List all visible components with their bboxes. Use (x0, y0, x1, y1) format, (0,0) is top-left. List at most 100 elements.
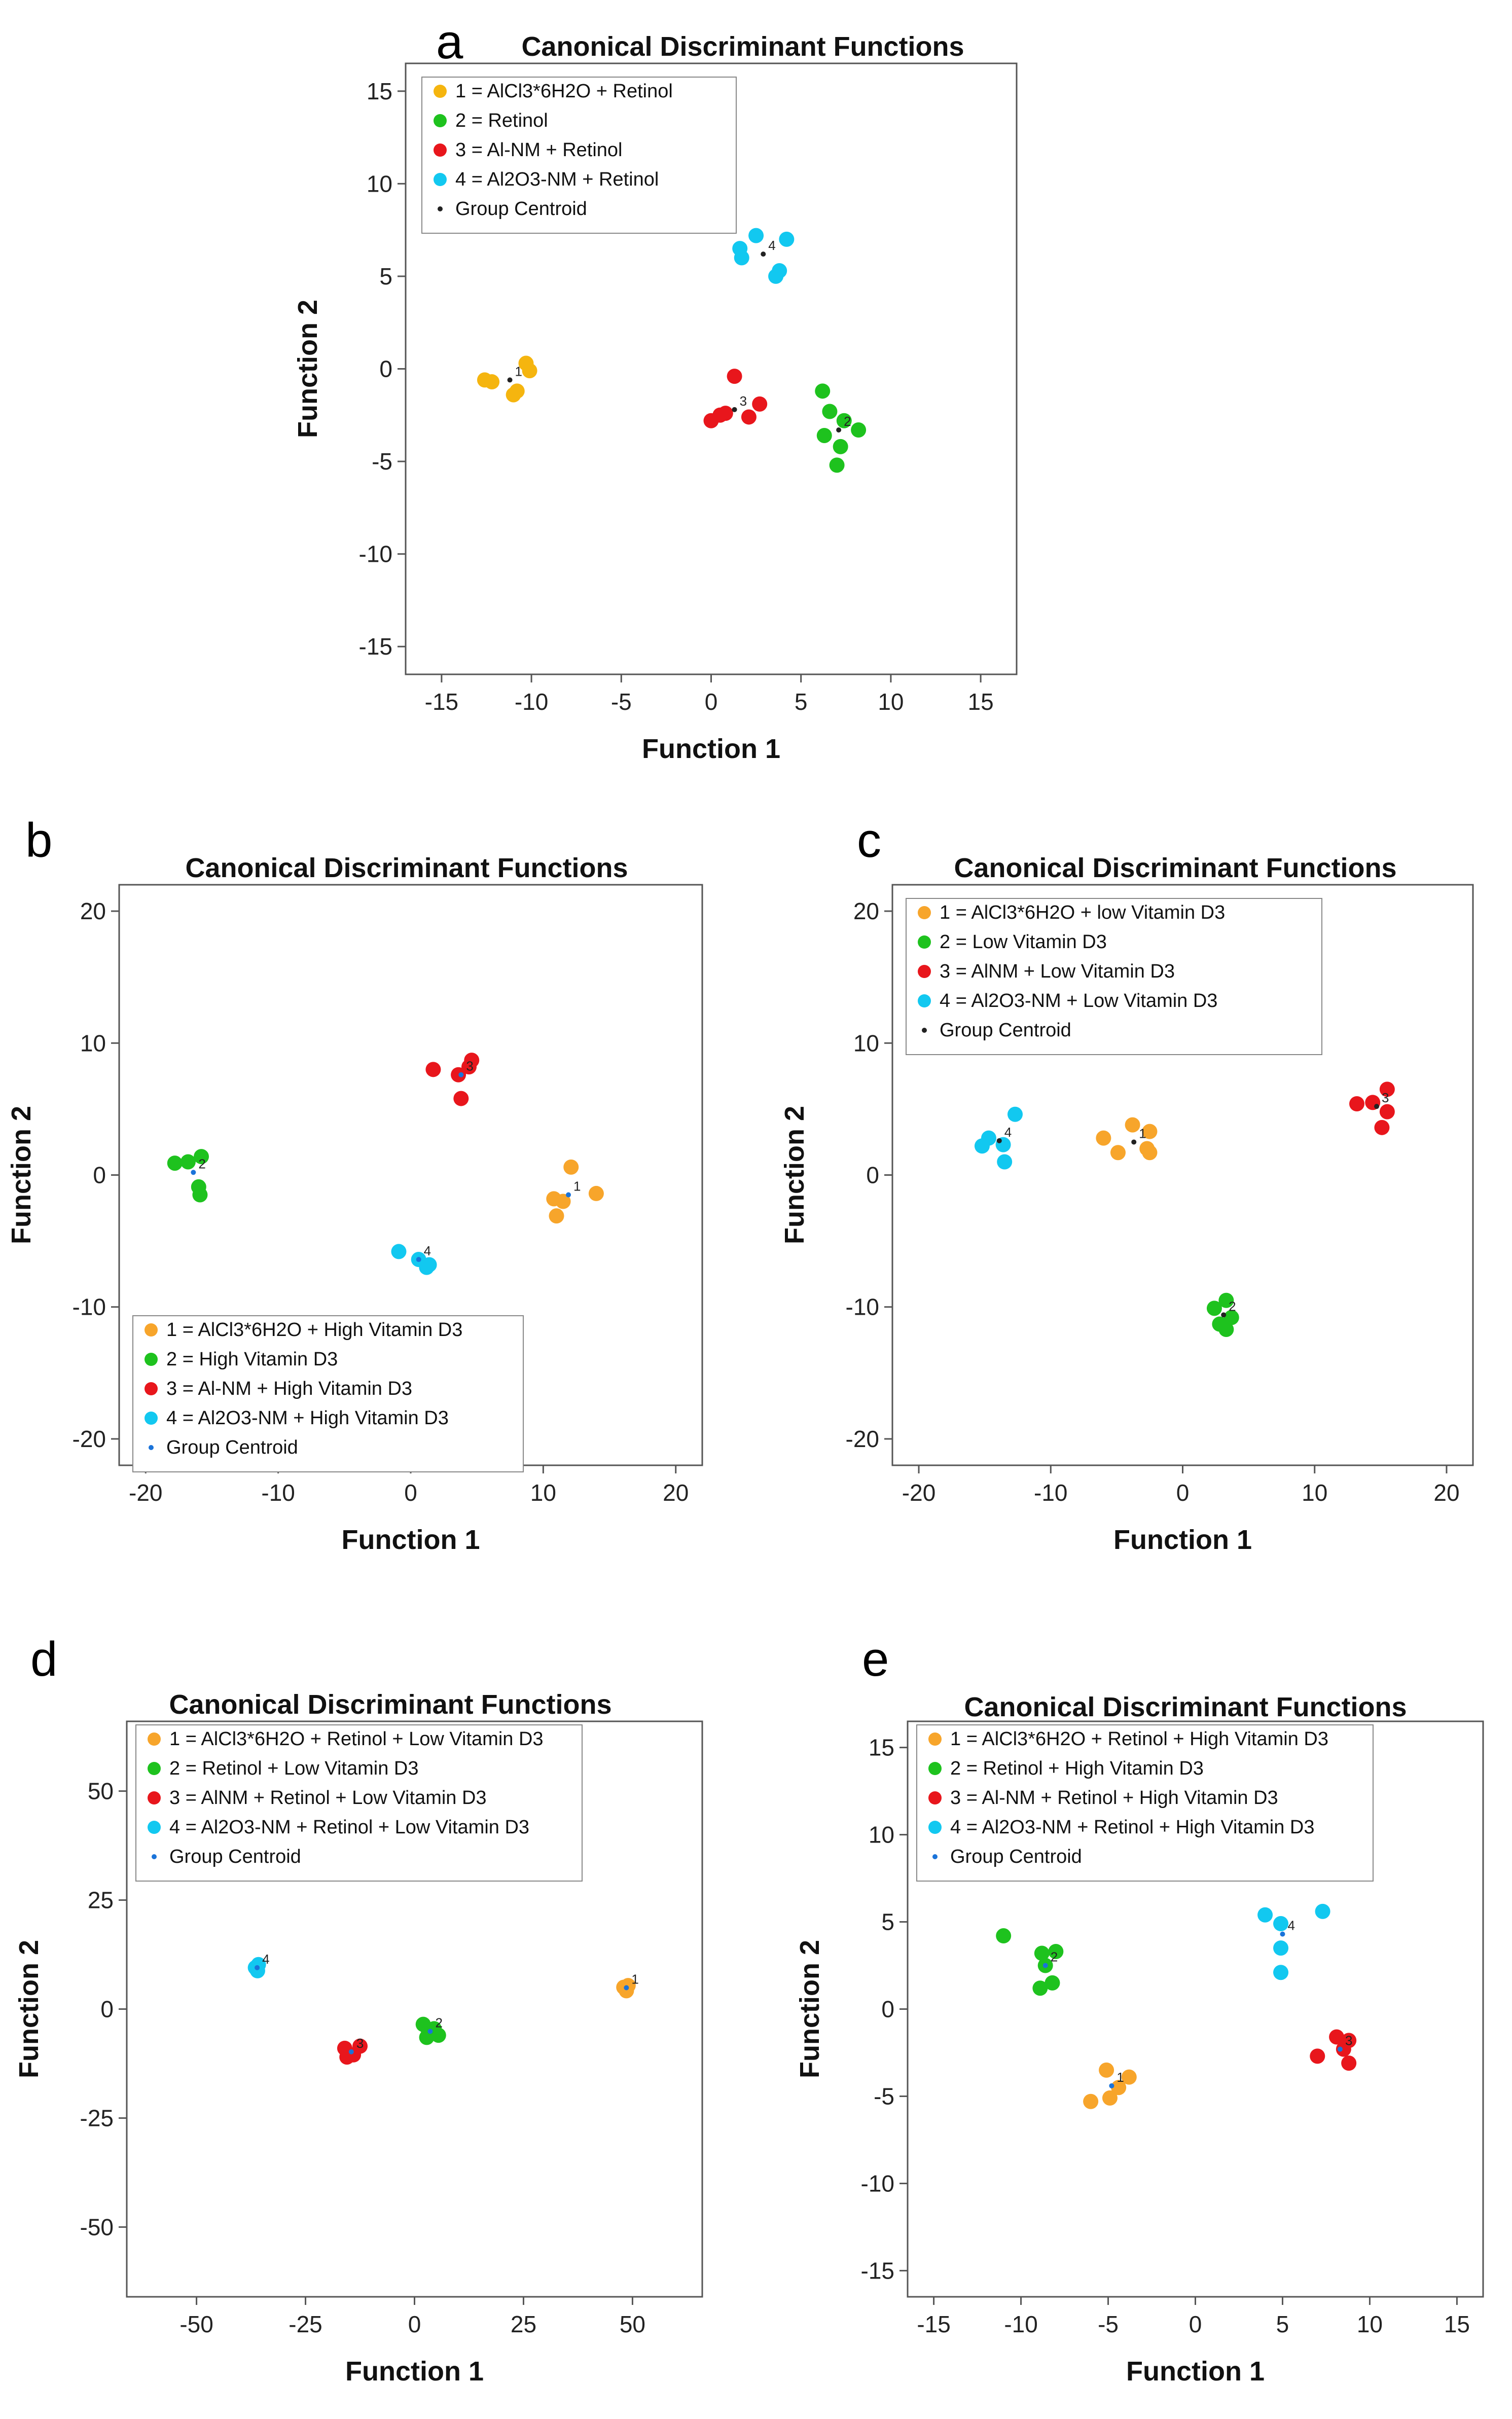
data-point-group-1 (509, 383, 525, 399)
legend-label: 4 = Al2O3-NM + High Vitamin D3 (166, 1407, 449, 1429)
group-centroid-marker (1042, 1963, 1048, 1968)
legend-marker (434, 173, 447, 186)
data-point-group-3 (727, 369, 742, 384)
y-tick-label: -5 (874, 2083, 894, 2109)
group-centroid-marker (507, 377, 513, 383)
x-tick-label: -10 (515, 689, 548, 715)
chart-title: Canonical Discriminant Functions (169, 1689, 611, 1720)
x-tick-label: -5 (611, 689, 632, 715)
legend-box (916, 1724, 1374, 1882)
legend-label: 1 = AlCl3*6H2O + High Vitamin D3 (166, 1319, 462, 1341)
data-point-group-2 (167, 1156, 183, 1171)
x-tick-label: -10 (1004, 2311, 1037, 2337)
y-tick-label: 25 (88, 1887, 114, 1913)
legend-marker (148, 1791, 161, 1804)
panel-letter: a (436, 15, 463, 69)
y-tick-label: -5 (372, 448, 392, 475)
x-tick-label: 25 (511, 2311, 536, 2337)
y-tick-label: -20 (846, 1426, 879, 1452)
legend-marker (434, 114, 447, 127)
legend-marker (145, 1412, 158, 1425)
group-centroid-marker (1221, 1312, 1227, 1318)
y-tick-label: 20 (853, 898, 879, 924)
legend-label: 4 = Al2O3-NM + Retinol + High Vitamin D3 (950, 1817, 1314, 1838)
data-point-group-2 (836, 413, 852, 428)
y-tick-label: 50 (88, 1778, 114, 1804)
x-tick-label: -20 (902, 1479, 935, 1506)
legend-marker (918, 906, 931, 919)
x-tick-label: -5 (1098, 2311, 1119, 2337)
data-point-group-2 (816, 427, 832, 443)
legend-label: Group Centroid (455, 198, 587, 220)
data-point-group-4 (768, 268, 784, 284)
legend-label: 1 = AlCl3*6H2O + Retinol + Low Vitamin D… (169, 1728, 544, 1750)
legend-marker (928, 1821, 942, 1834)
y-axis-label: Function 2 (293, 300, 323, 438)
legend-centroid-marker (152, 1854, 157, 1859)
group-centroid-marker (1109, 2083, 1114, 2088)
y-tick-label: -10 (861, 2170, 894, 2196)
data-point-group-2 (180, 1154, 196, 1170)
group-centroid-marker (1374, 1104, 1380, 1109)
legend-label: 3 = AlNM + Low Vitamin D3 (940, 961, 1175, 982)
y-tick-label: 10 (80, 1030, 106, 1056)
y-tick-label: 0 (881, 1996, 894, 2023)
group-centroid-marker (1337, 2046, 1343, 2052)
x-tick-label: -15 (425, 689, 458, 715)
x-tick-label: 5 (795, 689, 808, 715)
data-point-group-1 (484, 374, 500, 390)
data-point-group-3 (453, 1091, 469, 1106)
x-axis-label: Function 1 (342, 1525, 480, 1555)
x-tick-label: -25 (289, 2311, 322, 2337)
legend-box (421, 77, 737, 234)
data-point-group-1 (549, 1208, 564, 1224)
group-centroid-marker (255, 1965, 260, 1970)
y-tick-label: 10 (853, 1030, 879, 1056)
data-point-group-2 (829, 457, 845, 473)
legend-label: Group Centroid (169, 1846, 301, 1867)
chart-title: Canonical Discriminant Functions (954, 853, 1396, 883)
panel-b: b Canonical Discriminant Functions -20 -10 0… (6, 813, 703, 1555)
data-point-group-4 (997, 1154, 1013, 1170)
legend-label: 1 = AlCl3*6H2O + low Vitamin D3 (940, 902, 1225, 923)
centroid-label: 2 (435, 2015, 442, 2030)
group-centroid-marker (996, 1138, 1002, 1143)
centroid-label: 2 (198, 1156, 205, 1171)
data-point-group-2 (851, 422, 867, 438)
data-point-group-1 (1125, 1117, 1140, 1133)
x-tick-label: 0 (705, 689, 718, 715)
legend-box (135, 1724, 583, 1882)
legend-label: 2 = Retinol + Low Vitamin D3 (169, 1758, 418, 1779)
y-tick-label: 10 (869, 1822, 894, 1848)
y-tick-label: 5 (379, 263, 392, 290)
data-point-group-3 (425, 1062, 441, 1077)
legend-label: 3 = Al-NM + Retinol (455, 139, 622, 161)
legend: 1 = AlCl3*6H2O + High Vitamin D3 2 = High… (132, 1315, 524, 1472)
data-point-group-2 (1223, 1310, 1239, 1325)
x-tick-label: 5 (1276, 2311, 1289, 2337)
data-point-group-1 (588, 1185, 604, 1201)
y-tick-label: -10 (359, 541, 392, 567)
group-centroid-marker (427, 2029, 433, 2034)
legend-centroid-marker (438, 206, 443, 211)
centroid-label: 3 (1345, 2033, 1352, 2048)
data-point-group-3 (1329, 2029, 1345, 2045)
legend-marker (145, 1382, 158, 1395)
y-tick-label: 0 (93, 1162, 106, 1188)
panel-c: c Canonical Discriminant Functions -20 -10 0… (779, 813, 1474, 1555)
y-tick-label: 0 (379, 356, 392, 382)
legend-label: Group Centroid (940, 1020, 1071, 1041)
centroid-label: 3 (740, 393, 747, 409)
data-point-group-4 (1007, 1106, 1023, 1122)
y-tick-label: 15 (869, 1735, 894, 1761)
y-tick-label: -10 (846, 1294, 879, 1320)
group-centroid-marker (732, 407, 737, 412)
legend-marker (148, 1732, 161, 1746)
data-point-group-1 (522, 363, 537, 379)
centroid-label: 1 (573, 1179, 581, 1194)
panel-d: d Canonical Discriminant Functions -50 -25 0… (14, 1632, 703, 2387)
y-tick-label: -50 (80, 2214, 114, 2240)
group-centroid-marker (1280, 1931, 1285, 1937)
group-centroid-marker (624, 1985, 629, 1991)
